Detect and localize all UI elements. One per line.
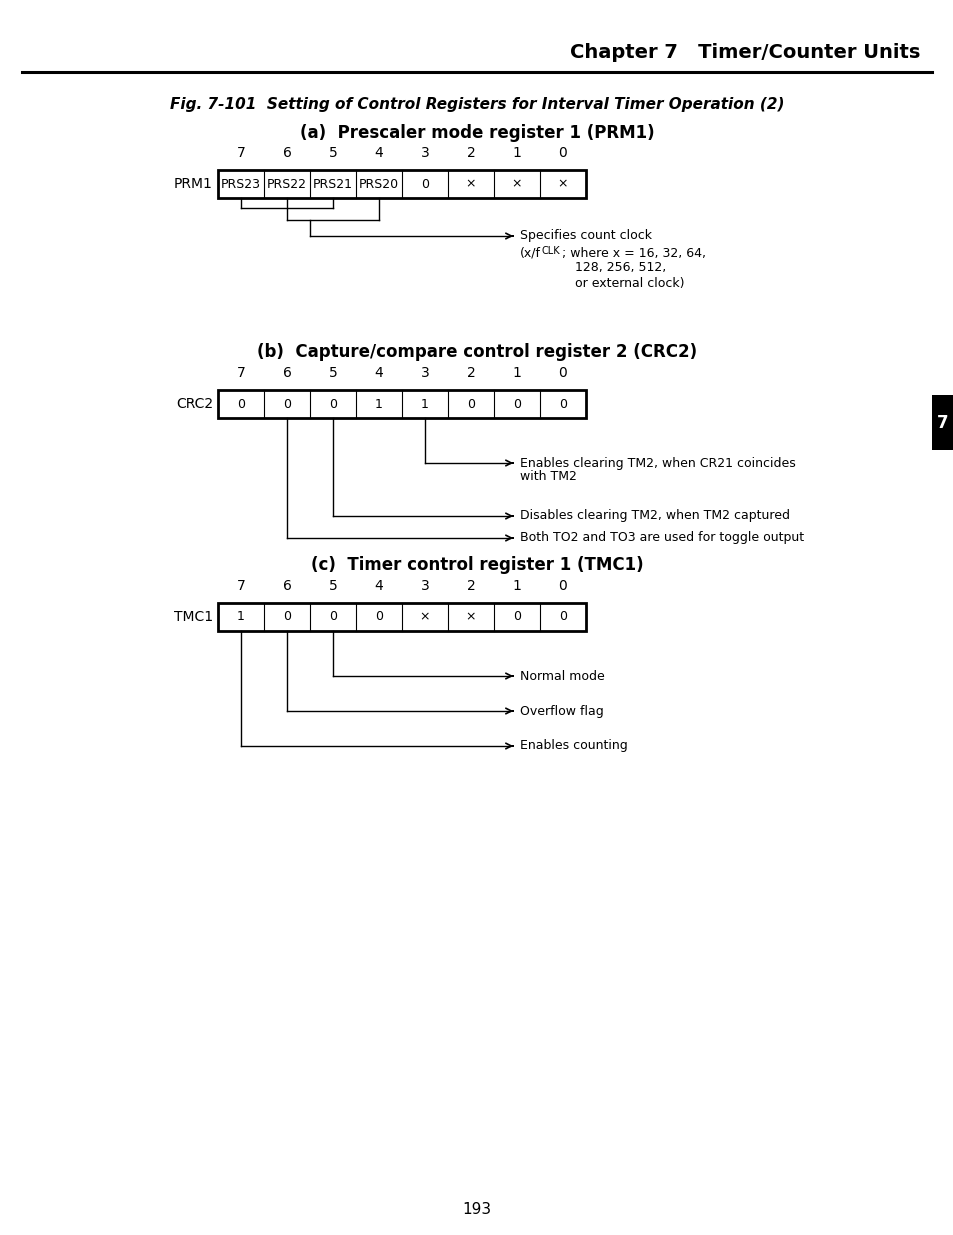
Text: Normal mode: Normal mode xyxy=(519,669,604,683)
Text: PRS20: PRS20 xyxy=(358,178,398,190)
Text: (x/f: (x/f xyxy=(519,247,540,259)
Text: PRS22: PRS22 xyxy=(267,178,307,190)
Text: Chapter 7   Timer/Counter Units: Chapter 7 Timer/Counter Units xyxy=(569,42,919,62)
Text: 5: 5 xyxy=(328,366,337,380)
Text: with TM2: with TM2 xyxy=(519,471,577,483)
Text: 2: 2 xyxy=(466,579,475,593)
Text: Specifies count clock: Specifies count clock xyxy=(519,230,651,242)
Text: 0: 0 xyxy=(283,398,291,410)
Text: 1: 1 xyxy=(512,146,521,161)
Text: ; where x = 16, 32, 64,: ; where x = 16, 32, 64, xyxy=(561,247,705,259)
Text: 3: 3 xyxy=(420,366,429,380)
Text: (b)  Capture/compare control register 2 (CRC2): (b) Capture/compare control register 2 (… xyxy=(256,343,697,361)
Text: Disables clearing TM2, when TM2 captured: Disables clearing TM2, when TM2 captured xyxy=(519,510,789,522)
Text: 4: 4 xyxy=(375,579,383,593)
Text: 1: 1 xyxy=(512,366,521,380)
Text: 7: 7 xyxy=(236,146,245,161)
Text: 4: 4 xyxy=(375,366,383,380)
Text: 6: 6 xyxy=(282,146,291,161)
Text: 3: 3 xyxy=(420,579,429,593)
Text: CRC2: CRC2 xyxy=(175,396,213,411)
Text: CLK: CLK xyxy=(541,246,560,256)
Text: 3: 3 xyxy=(420,146,429,161)
Bar xyxy=(218,603,585,631)
Text: 0: 0 xyxy=(513,610,520,624)
Text: 0: 0 xyxy=(558,398,566,410)
Text: 0: 0 xyxy=(558,366,567,380)
Text: 7: 7 xyxy=(936,414,948,431)
Text: TMC1: TMC1 xyxy=(173,610,213,624)
Bar xyxy=(218,170,585,198)
Text: 128, 256, 512,: 128, 256, 512, xyxy=(575,262,665,274)
Text: ×: × xyxy=(419,610,430,624)
Text: PRS23: PRS23 xyxy=(221,178,261,190)
Text: PRS21: PRS21 xyxy=(313,178,353,190)
Bar xyxy=(218,390,585,417)
Text: Both TO2 and TO3 are used for toggle output: Both TO2 and TO3 are used for toggle out… xyxy=(519,531,803,545)
Text: 1: 1 xyxy=(512,579,521,593)
Text: (a)  Prescaler mode register 1 (PRM1): (a) Prescaler mode register 1 (PRM1) xyxy=(299,124,654,142)
Text: 1: 1 xyxy=(236,610,245,624)
Text: 1: 1 xyxy=(420,398,429,410)
Text: 0: 0 xyxy=(375,610,382,624)
Text: 2: 2 xyxy=(466,146,475,161)
Text: 0: 0 xyxy=(558,146,567,161)
Text: 0: 0 xyxy=(236,398,245,410)
Text: PRM1: PRM1 xyxy=(174,177,213,191)
Bar xyxy=(931,395,953,450)
Text: 0: 0 xyxy=(329,398,336,410)
Text: 0: 0 xyxy=(467,398,475,410)
Text: 193: 193 xyxy=(462,1203,491,1218)
Text: ×: × xyxy=(511,178,521,190)
Text: 7: 7 xyxy=(236,579,245,593)
Text: 0: 0 xyxy=(558,579,567,593)
Text: 6: 6 xyxy=(282,366,291,380)
Text: 0: 0 xyxy=(329,610,336,624)
Text: 6: 6 xyxy=(282,579,291,593)
Text: 0: 0 xyxy=(283,610,291,624)
Text: Overflow flag: Overflow flag xyxy=(519,704,603,718)
Text: 2: 2 xyxy=(466,366,475,380)
Text: 4: 4 xyxy=(375,146,383,161)
Text: ×: × xyxy=(465,178,476,190)
Text: (c)  Timer control register 1 (TMC1): (c) Timer control register 1 (TMC1) xyxy=(311,556,642,574)
Text: 0: 0 xyxy=(420,178,429,190)
Text: or external clock): or external clock) xyxy=(575,277,684,289)
Text: 5: 5 xyxy=(328,146,337,161)
Text: 0: 0 xyxy=(513,398,520,410)
Text: Enables clearing TM2, when CR21 coincides: Enables clearing TM2, when CR21 coincide… xyxy=(519,457,795,469)
Text: 1: 1 xyxy=(375,398,382,410)
Text: Enables counting: Enables counting xyxy=(519,740,627,752)
Text: ×: × xyxy=(558,178,568,190)
Text: 0: 0 xyxy=(558,610,566,624)
Text: Fig. 7-101  Setting of Control Registers for Interval Timer Operation (2): Fig. 7-101 Setting of Control Registers … xyxy=(170,98,783,112)
Text: 5: 5 xyxy=(328,579,337,593)
Text: 7: 7 xyxy=(236,366,245,380)
Text: ×: × xyxy=(465,610,476,624)
